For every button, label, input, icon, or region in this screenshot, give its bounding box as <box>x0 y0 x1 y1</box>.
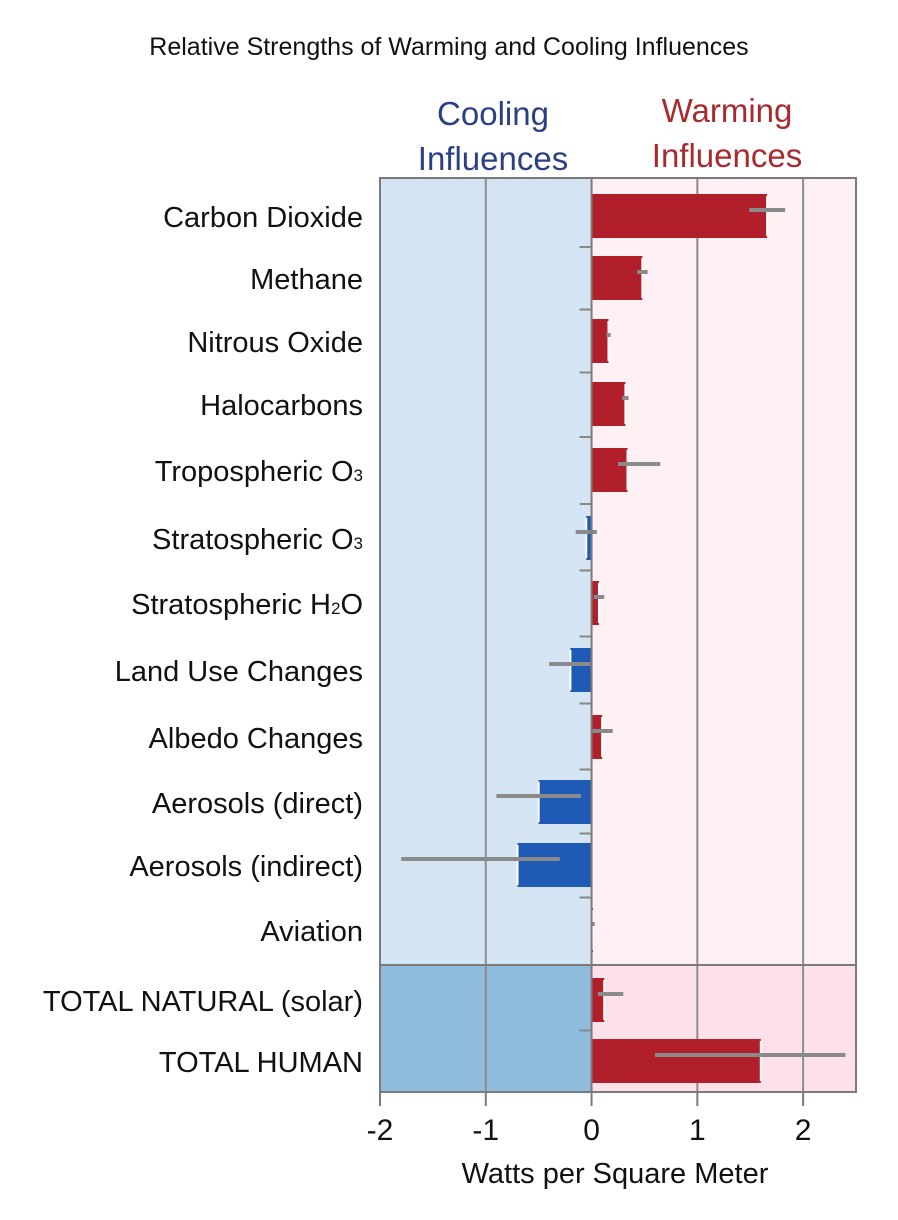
bar-5 <box>586 516 592 560</box>
category-label-2: Nitrous Oxide <box>187 327 363 359</box>
warming-region <box>591 178 856 965</box>
category-label-9: Aerosols (direct) <box>152 788 363 820</box>
bar-1 <box>591 256 643 300</box>
category-label-4: Tropospheric O3 <box>155 456 363 488</box>
chart-title: Relative Strengths of Warming and Coolin… <box>149 33 748 61</box>
warming-heading-line-2: Influences <box>652 137 802 174</box>
bar-8 <box>591 715 603 759</box>
category-label-13: TOTAL HUMAN <box>159 1047 363 1079</box>
category-label-6: Stratospheric H2O <box>131 589 363 621</box>
x-tick-label-0: -2 <box>367 1114 394 1147</box>
bar-2 <box>591 319 609 363</box>
bar-6 <box>591 581 599 625</box>
category-label-5: Stratospheric O3 <box>152 524 363 556</box>
bar-12 <box>591 978 605 1022</box>
category-label-12: TOTAL NATURAL (solar) <box>43 986 363 1018</box>
category-label-0: Carbon Dioxide <box>163 202 363 234</box>
x-tick-label-2: 0 <box>583 1114 600 1147</box>
cooling-heading-line-2: Influences <box>418 140 568 177</box>
cooling-heading-line-1: Cooling <box>437 95 549 132</box>
bar-10 <box>517 843 592 887</box>
plot-frame <box>379 177 857 1093</box>
category-label-10: Aerosols (indirect) <box>129 851 363 883</box>
x-axis-label: Watts per Square Meter <box>462 1158 769 1190</box>
bar-7 <box>570 648 592 692</box>
bar-4 <box>591 448 628 492</box>
bar-9 <box>538 780 592 824</box>
category-label-1: Methane <box>250 264 363 296</box>
bar-13 <box>591 1039 761 1083</box>
warming-heading-line-1: Warming <box>662 92 793 129</box>
category-label-11: Aviation <box>260 916 363 948</box>
category-label-7: Land Use Changes <box>115 656 363 688</box>
category-label-3: Halocarbons <box>200 390 363 422</box>
x-tick-label-1: -1 <box>472 1114 499 1147</box>
bar-0 <box>591 194 768 238</box>
x-tick-label-3: 1 <box>689 1114 706 1147</box>
bar-3 <box>591 382 626 426</box>
category-label-8: Albedo Changes <box>149 723 363 755</box>
x-tick-label-4: 2 <box>795 1114 812 1147</box>
